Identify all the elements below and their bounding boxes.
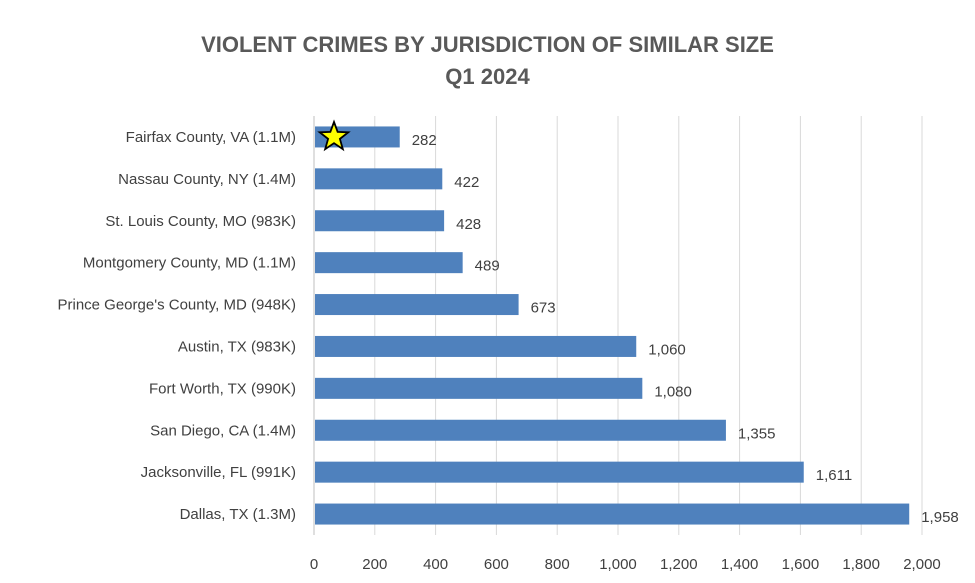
category-label: Nassau County, NY (1.4M) [118, 171, 296, 188]
bar [315, 503, 910, 525]
category-label: Austin, TX (983K) [178, 338, 296, 355]
x-tick-label: 1,200 [660, 556, 698, 573]
x-tick-label: 800 [545, 556, 570, 573]
category-label: Fort Worth, TX (990K) [149, 380, 296, 397]
data-label: 422 [454, 174, 479, 191]
bar [315, 294, 519, 316]
category-label: Montgomery County, MD (1.1M) [83, 255, 296, 272]
data-label: 282 [412, 132, 437, 149]
data-label: 1,958 [921, 509, 959, 526]
x-tick-label: 400 [423, 556, 448, 573]
x-tick-label: 2,000 [903, 556, 941, 573]
chart-subtitle: Q1 2024 [445, 64, 530, 89]
x-tick-label: 1,800 [842, 556, 880, 573]
data-label: 1,355 [738, 425, 776, 442]
bar [315, 210, 445, 232]
data-label: 428 [456, 216, 481, 233]
category-label: Fairfax County, VA (1.1M) [126, 129, 296, 146]
bar [315, 419, 726, 441]
data-label: 489 [475, 258, 500, 275]
x-tick-label: 1,000 [599, 556, 637, 573]
category-label: San Diego, CA (1.4M) [150, 422, 296, 439]
x-tick-label: 200 [362, 556, 387, 573]
category-label: Dallas, TX (1.3M) [180, 506, 296, 523]
bar [315, 252, 463, 274]
category-label: St. Louis County, MO (983K) [105, 213, 296, 230]
x-tick-label: 1,400 [721, 556, 759, 573]
chart-title: VIOLENT CRIMES BY JURISDICTION OF SIMILA… [201, 32, 774, 57]
data-label: 1,080 [654, 383, 692, 400]
x-tick-label: 1,600 [782, 556, 820, 573]
bar [315, 335, 637, 357]
data-label: 1,060 [648, 341, 686, 358]
category-label: Jacksonville, FL (991K) [141, 464, 296, 481]
bar [315, 168, 443, 190]
data-label: 1,611 [816, 467, 852, 484]
data-label: 673 [531, 300, 556, 317]
bar [315, 377, 643, 399]
category-label: Prince George's County, MD (948K) [57, 297, 296, 314]
x-tick-label: 0 [310, 556, 318, 573]
star-icon [317, 119, 351, 152]
bar [315, 461, 804, 483]
x-tick-label: 600 [484, 556, 509, 573]
